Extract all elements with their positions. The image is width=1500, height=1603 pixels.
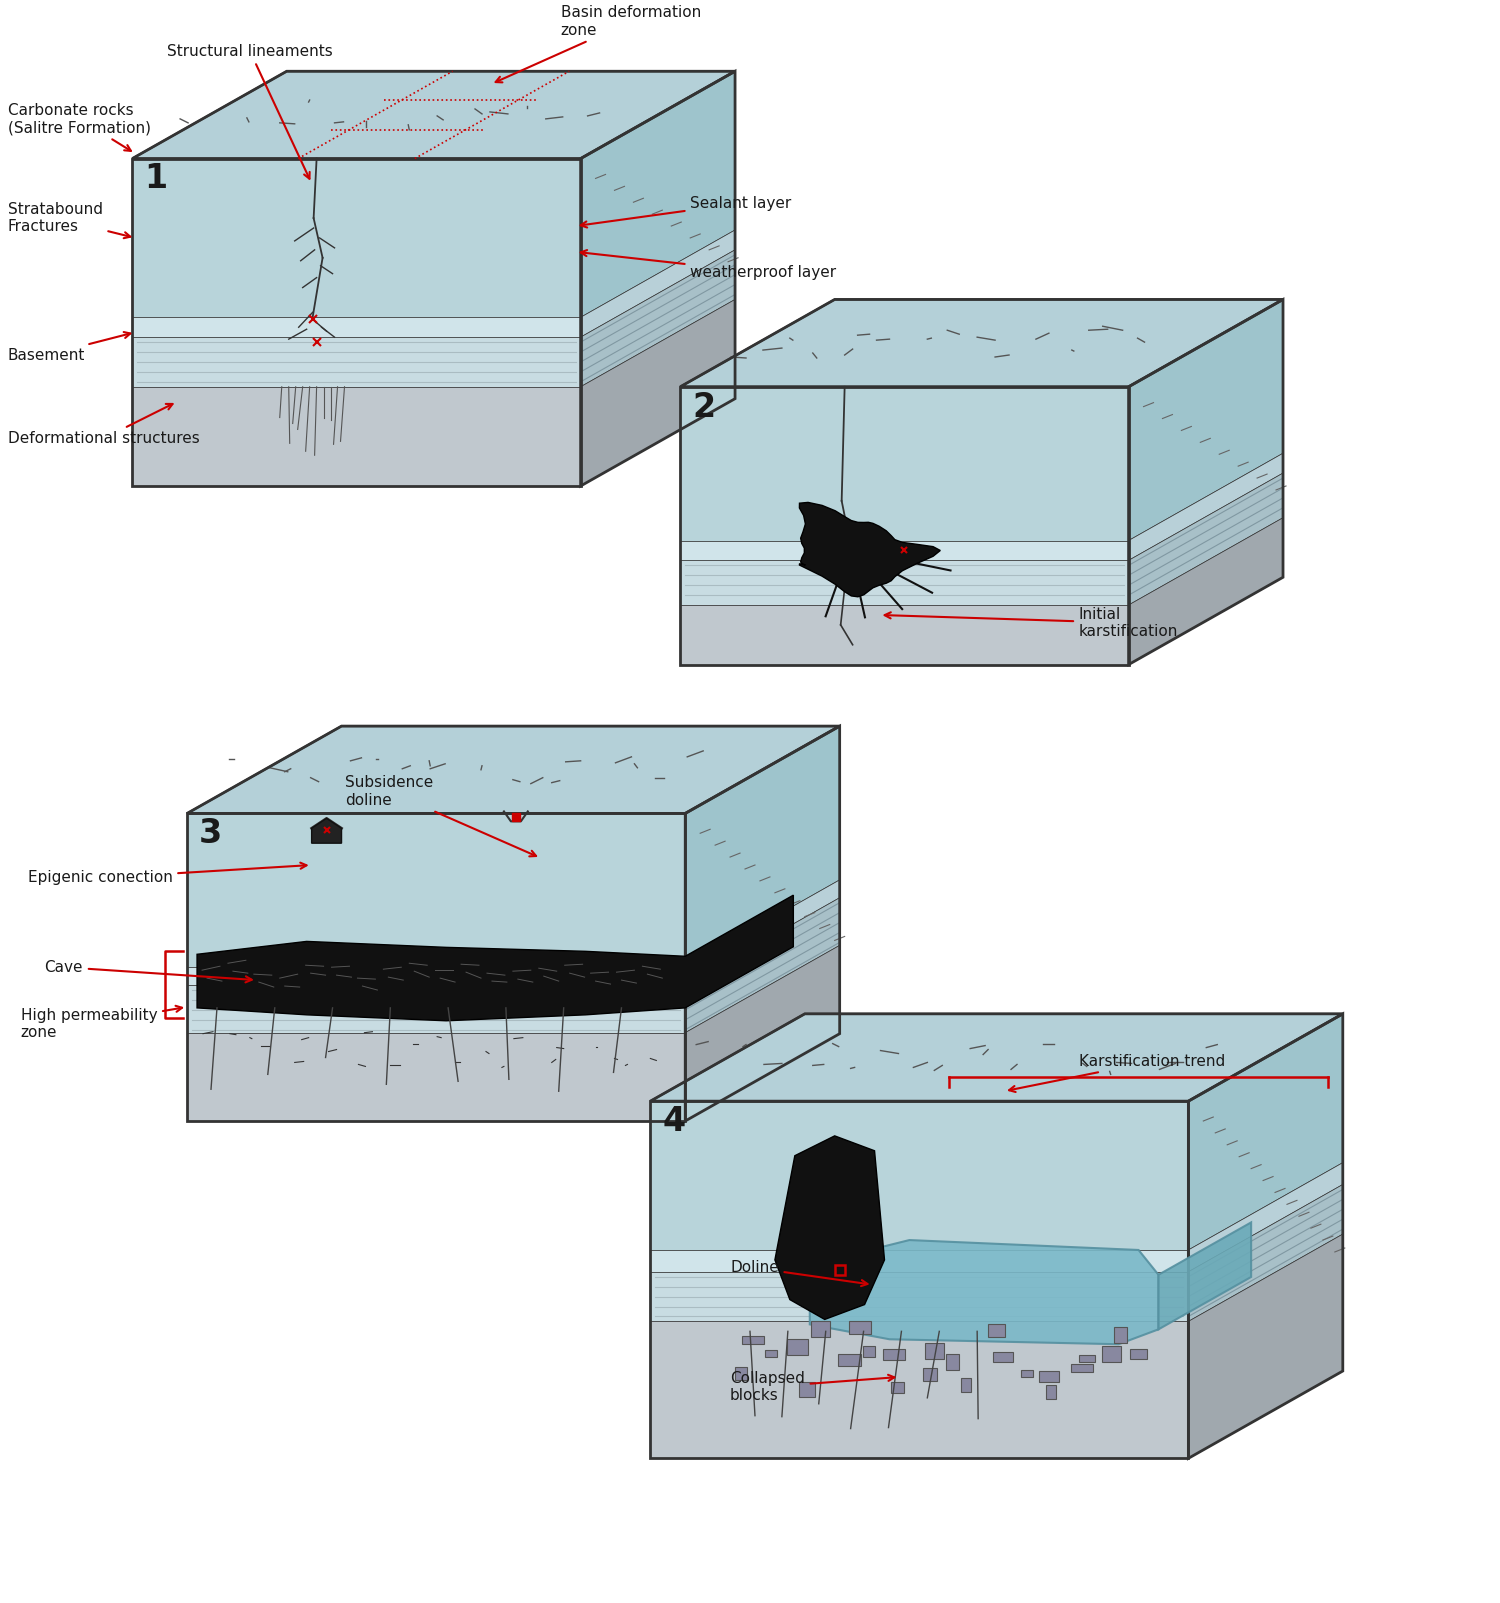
Polygon shape [681,386,1128,540]
Polygon shape [1040,1371,1059,1382]
Polygon shape [686,898,840,1032]
Polygon shape [1022,1371,1034,1377]
Polygon shape [188,986,686,1032]
Polygon shape [993,1353,1012,1363]
Polygon shape [810,1241,1158,1345]
Polygon shape [742,1337,764,1345]
Polygon shape [681,540,1128,561]
Polygon shape [580,250,735,386]
Text: Stratabound
Fractures: Stratabound Fractures [8,202,130,239]
Text: 3: 3 [200,818,222,850]
Polygon shape [681,561,1128,604]
Polygon shape [882,1350,906,1359]
Polygon shape [988,1324,1005,1337]
Polygon shape [686,946,840,1120]
Polygon shape [1128,454,1282,561]
Polygon shape [1113,1327,1126,1343]
Text: Carbonate rocks
(Salitre Formation): Carbonate rocks (Salitre Formation) [8,103,152,151]
Polygon shape [837,1355,861,1366]
Polygon shape [681,604,1128,665]
Text: Initial
karstification: Initial karstification [885,606,1178,640]
Polygon shape [946,1355,958,1371]
Polygon shape [686,726,840,967]
Text: Subsidence
doline: Subsidence doline [345,776,536,856]
Text: 4: 4 [663,1104,686,1138]
Text: Structural lineaments: Structural lineaments [166,43,333,180]
Polygon shape [1071,1364,1092,1372]
Polygon shape [651,1101,1188,1250]
Polygon shape [1188,1185,1342,1321]
Polygon shape [926,1343,945,1359]
Polygon shape [962,1379,970,1391]
Polygon shape [188,1032,686,1120]
Text: High permeability
zone: High permeability zone [21,1005,182,1040]
Polygon shape [580,71,735,317]
Polygon shape [132,317,580,337]
Polygon shape [580,229,735,337]
Polygon shape [1188,1013,1342,1250]
Polygon shape [132,386,580,486]
Text: Epigenic conection: Epigenic conection [27,862,306,885]
Polygon shape [812,1321,830,1337]
Text: 2: 2 [692,391,715,423]
Polygon shape [891,1382,904,1393]
Polygon shape [776,1137,885,1319]
Polygon shape [188,967,686,986]
Polygon shape [1101,1347,1120,1363]
Polygon shape [862,1347,874,1358]
Polygon shape [735,1367,747,1380]
Polygon shape [188,726,840,813]
Polygon shape [681,300,1282,386]
Polygon shape [1078,1355,1095,1363]
Polygon shape [312,819,342,843]
Polygon shape [651,1250,1188,1271]
Polygon shape [924,1367,938,1380]
Polygon shape [849,1321,870,1334]
Polygon shape [188,813,686,967]
Polygon shape [580,300,735,486]
Polygon shape [1188,1234,1342,1459]
Text: Basement: Basement [8,332,130,362]
Polygon shape [1128,518,1282,665]
Polygon shape [132,159,580,317]
Polygon shape [132,337,580,386]
Polygon shape [651,1013,1342,1101]
Text: Deformational structures: Deformational structures [8,404,200,446]
Polygon shape [132,71,735,159]
Polygon shape [196,894,794,1021]
Polygon shape [1188,1162,1342,1271]
Polygon shape [686,880,840,986]
Text: Sealant layer: Sealant layer [580,196,792,228]
Text: weatherproof layer: weatherproof layer [580,250,837,281]
Text: Cave: Cave [45,960,252,983]
Text: Basin deformation
zone: Basin deformation zone [495,5,700,82]
Polygon shape [1158,1223,1251,1329]
Text: 1: 1 [144,162,168,196]
Polygon shape [1130,1350,1146,1359]
Polygon shape [651,1321,1188,1459]
Polygon shape [800,502,940,596]
Polygon shape [651,1271,1188,1321]
Polygon shape [800,1382,814,1396]
Text: Doline: Doline [730,1260,867,1286]
Text: Collapsed
blocks: Collapsed blocks [730,1371,894,1403]
Polygon shape [1128,473,1282,604]
Polygon shape [1128,300,1282,540]
Polygon shape [788,1339,808,1355]
Text: Karstification trend: Karstification trend [1010,1053,1226,1092]
Polygon shape [1046,1385,1056,1399]
Polygon shape [765,1350,777,1358]
